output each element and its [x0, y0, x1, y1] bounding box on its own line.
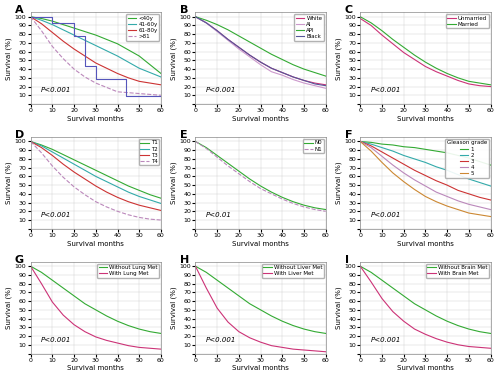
X-axis label: Survival months: Survival months [68, 365, 124, 371]
Legend: <40y, 41-60y, 61-80y, >81: <40y, 41-60y, 61-80y, >81 [126, 14, 160, 41]
Text: P<0.001: P<0.001 [41, 337, 72, 343]
Text: P<0.001: P<0.001 [370, 337, 401, 343]
Y-axis label: Survival (%): Survival (%) [335, 287, 342, 329]
Legend: Unmarried, Married: Unmarried, Married [446, 14, 489, 29]
Legend: White, AI, API, Black: White, AI, API, Black [294, 14, 324, 41]
Legend: Without Liver Met, With Liver Met: Without Liver Met, With Liver Met [262, 264, 324, 278]
Text: P<0.001: P<0.001 [370, 87, 401, 93]
Legend: 1, 2, 3, 4, 5: 1, 2, 3, 4, 5 [446, 139, 489, 178]
Text: E: E [180, 130, 188, 140]
Legend: N0, N1: N0, N1 [302, 139, 324, 153]
Y-axis label: Survival (%): Survival (%) [170, 37, 177, 80]
X-axis label: Survival months: Survival months [397, 116, 454, 122]
Text: G: G [15, 254, 24, 265]
X-axis label: Survival months: Survival months [232, 241, 289, 247]
Text: I: I [344, 254, 348, 265]
Text: A: A [15, 5, 24, 15]
X-axis label: Survival months: Survival months [232, 116, 289, 122]
Text: D: D [15, 130, 24, 140]
Text: H: H [180, 254, 189, 265]
X-axis label: Survival months: Survival months [68, 241, 124, 247]
Y-axis label: Survival (%): Survival (%) [170, 287, 177, 329]
X-axis label: Survival months: Survival months [397, 365, 454, 371]
Text: P<0.001: P<0.001 [206, 87, 236, 93]
X-axis label: Survival months: Survival months [68, 116, 124, 122]
X-axis label: Survival months: Survival months [397, 241, 454, 247]
Text: P<0.001: P<0.001 [41, 87, 72, 93]
Text: P<0.01: P<0.01 [206, 212, 232, 218]
Legend: Without Brain Met, With Brain Met: Without Brain Met, With Brain Met [426, 264, 489, 278]
Text: B: B [180, 5, 188, 15]
Text: P<0.001: P<0.001 [41, 212, 72, 218]
Y-axis label: Survival (%): Survival (%) [335, 162, 342, 204]
Y-axis label: Survival (%): Survival (%) [6, 37, 12, 80]
X-axis label: Survival months: Survival months [232, 365, 289, 371]
Text: P<0.001: P<0.001 [370, 212, 401, 218]
Legend: Without Lung Met, With Lung Met: Without Lung Met, With Lung Met [97, 264, 160, 278]
Y-axis label: Survival (%): Survival (%) [6, 162, 12, 204]
Text: P<0.001: P<0.001 [206, 337, 236, 343]
Text: C: C [344, 5, 352, 15]
Y-axis label: Survival (%): Survival (%) [170, 162, 177, 204]
Legend: T1, T2, T3, T4: T1, T2, T3, T4 [138, 139, 160, 166]
Text: F: F [344, 130, 352, 140]
Y-axis label: Survival (%): Survival (%) [335, 37, 342, 80]
Y-axis label: Survival (%): Survival (%) [6, 287, 12, 329]
